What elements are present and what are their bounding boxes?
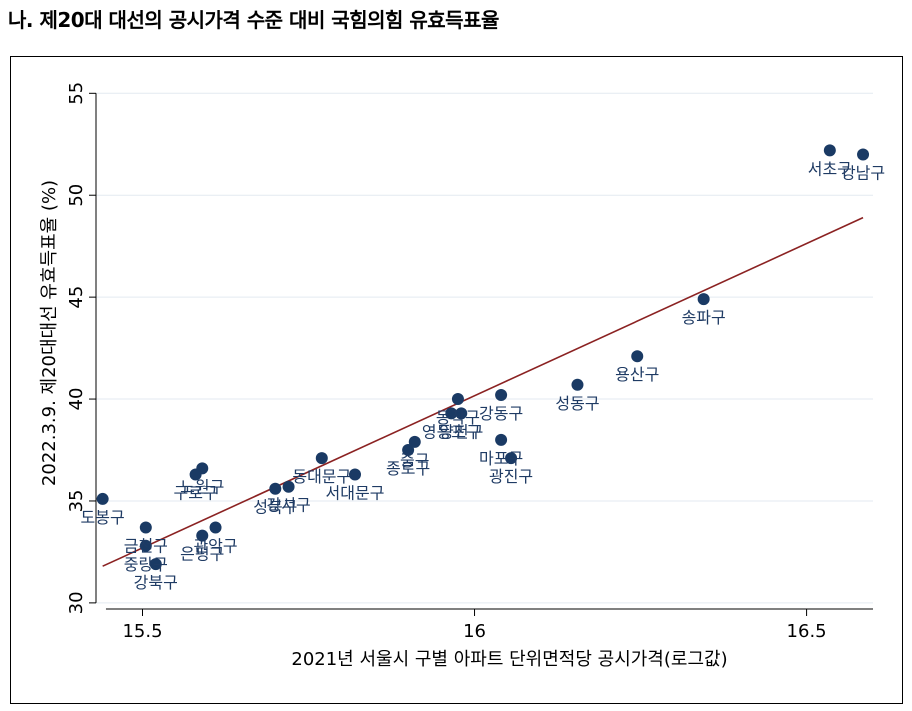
- point-label: 용산구: [615, 365, 659, 384]
- y-axis-title: 2022.3.9. 제20대대선 유효득표율 (%): [39, 180, 60, 486]
- data-point: [349, 468, 361, 481]
- data-point: [149, 558, 162, 571]
- point-label: 노원구: [180, 477, 224, 496]
- data-point: [282, 480, 295, 493]
- point-label: 영등포구: [422, 422, 481, 441]
- x-tick-label: 15.5: [122, 621, 162, 642]
- x-tick-label: 16: [463, 621, 486, 642]
- point-label: 강북구: [134, 573, 178, 592]
- y-tick-label: 30: [66, 591, 87, 614]
- point-label: 구로구: [174, 483, 218, 502]
- data-point: [315, 452, 328, 465]
- page-title: 나. 제20대 대선의 공시가격 수준 대비 국힘의힘 유효득표율: [8, 8, 499, 32]
- data-point: [139, 521, 152, 534]
- data-point: [196, 529, 209, 542]
- data-point: [445, 407, 458, 420]
- point-label: 은평구: [180, 545, 224, 564]
- axes: 30 35 40 45 50 55 15.5 16 16.5: [66, 82, 873, 642]
- point-label: 송파구: [682, 308, 726, 327]
- data-point: [196, 462, 209, 475]
- data-point: [209, 521, 222, 534]
- data-point: [823, 144, 836, 157]
- data-point: [495, 388, 508, 401]
- point-label: 중구: [400, 451, 429, 470]
- point-label: 광진구: [489, 467, 533, 486]
- data-point: [402, 444, 415, 457]
- data-point: [269, 482, 282, 495]
- point-label: 서대문구: [326, 483, 385, 502]
- point-label: 종로구: [386, 459, 430, 478]
- y-tick-label: 35: [66, 490, 87, 513]
- grid-lines: [96, 92, 873, 604]
- y-tick-label: 50: [66, 184, 87, 207]
- point-label: 양천구: [439, 422, 483, 441]
- point-label: 강남구: [841, 163, 885, 182]
- point-label: 성북구: [253, 498, 297, 517]
- data-point: [505, 452, 518, 465]
- data-point: [495, 433, 508, 446]
- point-label: 강서구: [267, 496, 311, 515]
- data-point: [408, 435, 421, 448]
- data-point: [451, 393, 464, 406]
- data-point: [857, 148, 870, 161]
- point-label: 성동구: [555, 394, 599, 413]
- data-point: [139, 539, 152, 552]
- data-point: [455, 407, 468, 420]
- point-label: 동대문구: [292, 467, 351, 486]
- data-point: [697, 293, 710, 306]
- point-label: 관악구: [193, 536, 237, 555]
- point-label: 도봉구: [81, 508, 125, 527]
- data-point: [96, 492, 109, 505]
- data-point: [571, 378, 584, 391]
- point-label: 강동구: [479, 404, 523, 423]
- data-points: [96, 144, 870, 571]
- point-label: 금천구: [124, 536, 168, 555]
- data-point: [631, 350, 644, 363]
- y-tick-label: 45: [66, 286, 87, 309]
- point-label: 마포구: [479, 449, 523, 468]
- fit-line: [102, 216, 864, 567]
- x-tick-label: 16.5: [787, 621, 827, 642]
- x-axis-title: 2021년 서울시 구별 아파트 단위면적당 공시가격(로그값): [291, 649, 727, 670]
- point-label: 중랑구: [124, 555, 168, 574]
- point-label: 동작구: [436, 408, 480, 427]
- y-tick-label: 40: [66, 388, 87, 411]
- fit-line-layer: [102, 216, 864, 567]
- point-label: 서초구: [808, 159, 852, 178]
- y-tick-label: 55: [66, 82, 87, 105]
